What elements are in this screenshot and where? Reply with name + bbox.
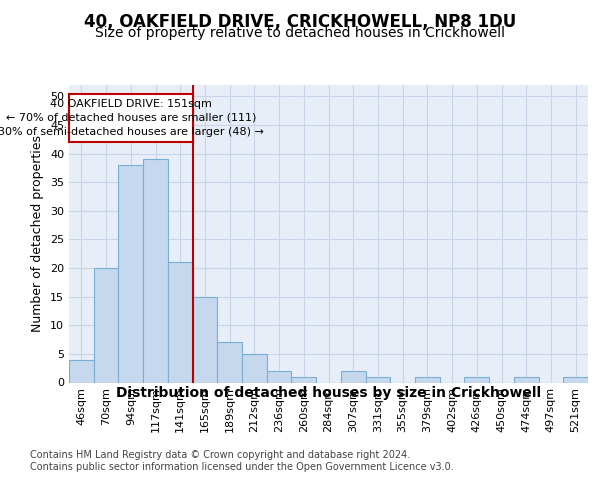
Text: 40 OAKFIELD DRIVE: 151sqm
← 70% of detached houses are smaller (111)
30% of semi: 40 OAKFIELD DRIVE: 151sqm ← 70% of detac… — [0, 99, 264, 137]
Y-axis label: Number of detached properties: Number of detached properties — [31, 135, 44, 332]
Bar — [69, 360, 94, 382]
Text: 40, OAKFIELD DRIVE, CRICKHOWELL, NP8 1DU: 40, OAKFIELD DRIVE, CRICKHOWELL, NP8 1DU — [84, 12, 516, 30]
Bar — [193, 296, 217, 382]
Bar — [464, 377, 489, 382]
Bar — [118, 165, 143, 382]
Bar — [563, 377, 588, 382]
Text: Size of property relative to detached houses in Crickhowell: Size of property relative to detached ho… — [95, 26, 505, 40]
Bar — [365, 377, 390, 382]
FancyBboxPatch shape — [69, 94, 193, 142]
Text: Distribution of detached houses by size in Crickhowell: Distribution of detached houses by size … — [116, 386, 541, 400]
Bar — [415, 377, 440, 382]
Bar — [143, 160, 168, 382]
Bar — [292, 377, 316, 382]
Bar — [217, 342, 242, 382]
Bar — [514, 377, 539, 382]
Bar — [94, 268, 118, 382]
Bar — [267, 371, 292, 382]
Bar — [341, 371, 365, 382]
Bar — [242, 354, 267, 382]
Text: Contains HM Land Registry data © Crown copyright and database right 2024.
Contai: Contains HM Land Registry data © Crown c… — [30, 450, 454, 471]
Bar — [168, 262, 193, 382]
